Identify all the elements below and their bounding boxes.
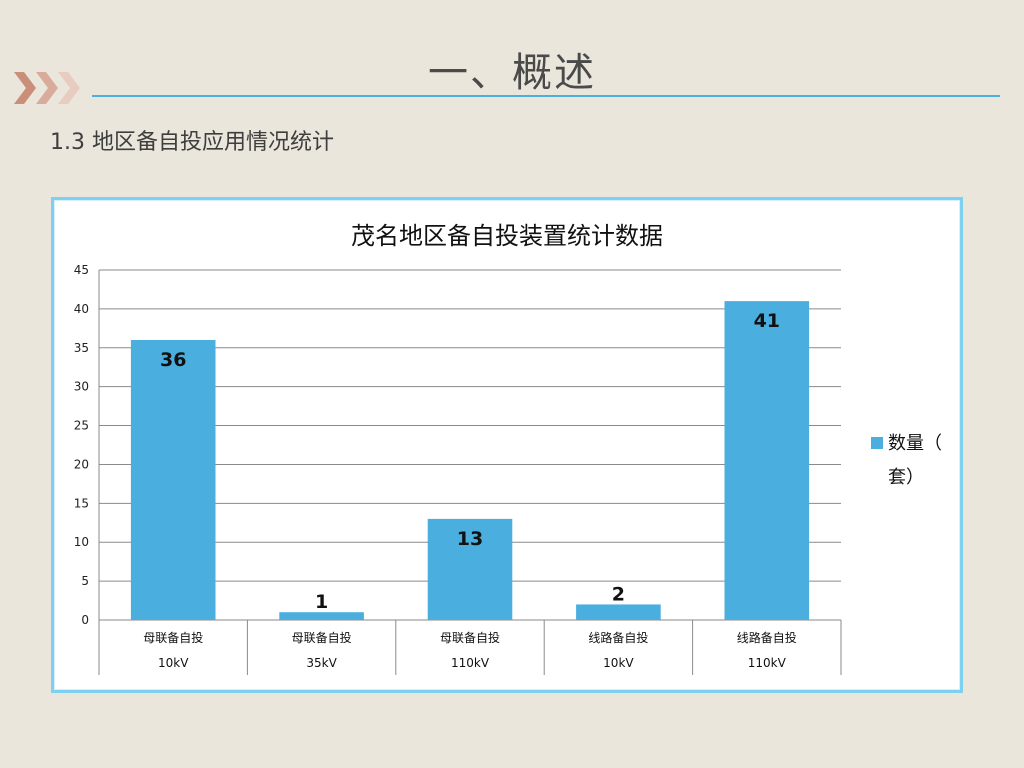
legend-label: 数量（ <box>888 433 942 454</box>
y-tick-label: 25 <box>74 419 89 433</box>
x-tick-label: 母联备自投 <box>292 630 352 645</box>
x-tick-label: 线路备自投 <box>737 630 797 645</box>
data-label: 41 <box>754 310 780 332</box>
x-tick-label: 母联备自投 <box>440 630 500 645</box>
x-tick-label-unit: 35kV <box>306 656 337 670</box>
legend-label-cont: 套） <box>888 467 924 488</box>
y-tick-label: 10 <box>74 535 89 549</box>
y-tick-label: 20 <box>74 457 89 471</box>
x-tick-label: 线路备自投 <box>588 630 648 645</box>
x-tick-label: 母联备自投 <box>143 630 203 645</box>
data-label: 13 <box>457 528 483 550</box>
bar <box>130 340 216 620</box>
y-tick-label: 15 <box>74 496 89 510</box>
y-tick-label: 45 <box>74 263 89 277</box>
y-tick-label: 30 <box>74 380 89 394</box>
x-tick-label-unit: 110kV <box>748 656 787 670</box>
data-label: 1 <box>315 591 328 613</box>
data-label: 36 <box>160 349 186 371</box>
slide-subtitle: 1.3 地区备自投应用情况统计 <box>50 130 334 155</box>
chart-title: 茂名地区备自投装置统计数据 <box>351 222 663 250</box>
y-tick-label: 5 <box>81 574 89 588</box>
y-tick-label: 40 <box>74 302 89 316</box>
x-tick-label-unit: 10kV <box>158 656 189 670</box>
x-tick-label-unit: 110kV <box>451 656 490 670</box>
bar <box>724 301 810 620</box>
title-divider <box>92 95 1000 97</box>
data-label: 2 <box>612 583 625 605</box>
y-tick-label: 0 <box>81 613 89 627</box>
chart-panel: 茂名地区备自投装置统计数据 0 5 10 15 20 25 30 35 40 45 36 母联备自投 10… <box>51 197 963 693</box>
bar <box>427 518 513 620</box>
bar-chart: 茂名地区备自投装置统计数据 0 5 10 15 20 25 30 35 40 45 36 母联备自投 10… <box>74 222 942 675</box>
bar <box>279 612 364 620</box>
bar <box>576 604 661 620</box>
slide-title: 一、概述 <box>428 50 596 96</box>
legend-swatch <box>871 437 883 449</box>
x-tick-label-unit: 10kV <box>603 656 634 670</box>
y-tick-label: 35 <box>74 341 89 355</box>
chevron-decoration-icon <box>14 72 80 104</box>
